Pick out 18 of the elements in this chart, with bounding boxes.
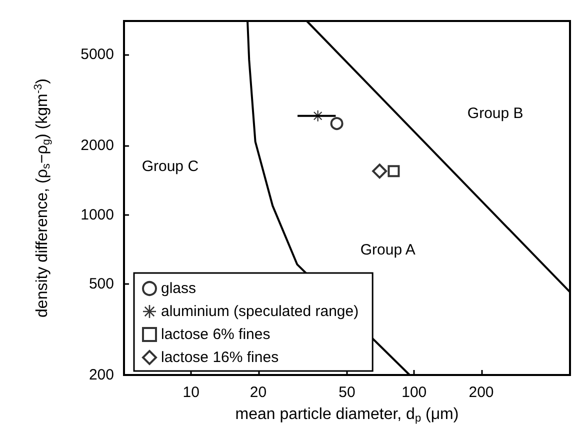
annotation: Group B: [467, 104, 524, 122]
legend-label: lactose 16% fines: [161, 349, 279, 366]
legend-label: aluminium (speculated range): [161, 303, 359, 320]
x-tick-label: 200: [468, 384, 494, 401]
legend-label: glass: [161, 280, 196, 297]
annotation: Group A: [360, 241, 416, 258]
y-tick-label: 5000: [80, 46, 114, 63]
y-tick-label: 200: [88, 366, 114, 384]
annotation: Group C: [142, 158, 199, 176]
y-tick-label: 500: [88, 275, 114, 292]
y-tick-label: 1000: [80, 206, 114, 224]
legend-label: lactose 6% fines: [161, 326, 270, 343]
y-tick-label: 2000: [80, 137, 114, 154]
x-tick-label: 50: [338, 384, 356, 401]
x-tick-label: 100: [402, 384, 427, 401]
x-tick-label: 10: [182, 384, 200, 401]
y-axis-title: density difference, (ρs−ρg) (kgm-3): [32, 78, 52, 318]
x-tick-label: 20: [250, 384, 267, 401]
